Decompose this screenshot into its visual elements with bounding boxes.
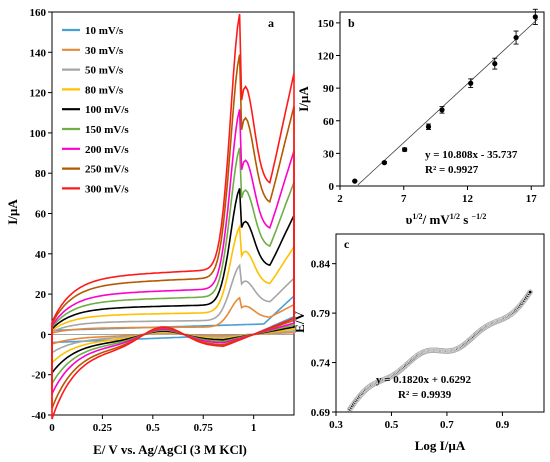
cv-x-tick-label: 1 [251,422,257,434]
cv-curve-100mvs [51,188,295,376]
legend-entry: 250 mV/s [85,164,129,176]
cv-curve-300mvs [51,13,295,420]
legend-entry: 30 mV/s [85,45,124,57]
c-r-squared: R² = 0.9939 [398,389,452,401]
cv-y-tick-label: 60 [35,209,47,221]
c-y-tick-label: 0.84 [311,259,331,271]
b-data-point [425,124,432,130]
b-r-squared: R² = 0.9927 [425,164,479,176]
panel-b-label: b [348,16,355,30]
c-x-tick-label: 0.9 [496,419,510,431]
cv-y-tick-label: 100 [30,128,47,140]
b-equation: y = 10.808x - 35.737 [425,149,518,161]
cv-y-tick-label: 80 [35,168,47,180]
c-plot-frame [335,233,545,413]
cv-x-tick-label: 0.75 [194,422,214,434]
c-equation: y = 0.1820x + 0.6292 [376,374,472,386]
b-data-point [402,146,408,153]
c-y-axis-label: E/V [292,311,307,333]
b-y-tick-label: 30 [323,148,335,160]
c-y-tick-label: 0.69 [311,407,331,419]
c-y-tick-label: 0.79 [311,308,331,320]
legend-entry: 200 mV/s [85,144,129,156]
legend-entry: 50 mV/s [85,65,124,77]
panel-a-label: a [268,16,274,30]
c-x-axis-label: Log I/µA [415,438,466,453]
c-x-tick-label: 0.3 [329,419,343,431]
b-data-point [532,14,538,20]
b-data-point [492,61,498,67]
b-y-axis-label: I/µA [296,86,311,112]
b-y-tick-label: 90 [323,83,335,95]
legend-entry: 10 mV/s [85,25,124,37]
b-y-tick-label: 60 [323,116,335,128]
cv-y-tick-label: 20 [35,289,47,301]
c-x-tick-label: 0.5 [385,419,399,431]
b-y-tick-label: 0 [329,181,335,193]
cv-curve-80mvs [51,223,295,365]
b-fit-line [357,18,538,186]
cv-x-tick-label: 0.25 [93,422,113,434]
panel-c-label: c [344,237,350,251]
b-x-tick-label: 2 [337,193,343,205]
legend-entry: 300 mV/s [85,183,129,195]
b-plot-frame [339,11,545,187]
b-x-tick-label: 17 [526,193,538,205]
cv-y-tick-label: -20 [31,370,46,382]
cv-y-tick-label: 40 [35,249,47,261]
cv-x-tick-label: 0.5 [146,422,160,434]
b-y-tick-label: 150 [318,18,335,30]
b-x-tick-label: 7 [401,193,407,205]
cv-y-tick-label: -40 [31,410,46,422]
cv-curve-10mvs [51,294,295,344]
legend-entry: 150 mV/s [85,124,129,136]
b-y-tick-label: 120 [318,51,335,63]
c-x-tick-label: 0.7 [440,419,454,431]
b-data-point [439,107,445,113]
b-data-point [468,80,474,86]
cv-x-tick-label: 0 [49,422,55,434]
cv-x-axis-label: E/ V vs. Ag/AgCl (3 M KCl) [93,442,247,457]
cv-panel: 0 0.25 0.5 0.75 1 -40 -20 0 20 40 60 80 100 120 140 160… [5,7,295,457]
cv-curve-150mvs [51,147,295,387]
b-data-point [352,178,358,184]
cv-y-tick-label: 120 [30,88,47,100]
c-data-point [528,290,532,294]
cv-curve-50mvs [51,263,295,355]
cv-curve-200mvs [51,109,295,395]
b-data-point [381,160,387,166]
legend-entry: 100 mV/s [85,104,129,116]
b-x-axis-label: υ1/2/ mV1/2 s −1/2 [406,212,487,227]
cv-curve-250mvs [51,54,295,409]
cv-y-tick-label: 0 [41,329,47,341]
legend-entry: 80 mV/s [85,84,124,96]
b-data-point [513,34,519,41]
potential-vs-log-current-panel: 0.3 0.5 0.7 0.9 0.69 0.74 0.79 0.84 c y = 0.182… [292,233,545,453]
cv-y-axis-label: I/µA [5,199,20,225]
b-x-tick-label: 12 [462,193,474,205]
peak-current-vs-sqrt-scanrate-panel: 2 7 12 17 0 30 60 90 120 150 b y = 10.808x - 35.7… [296,8,545,227]
cv-y-tick-label: 140 [30,47,47,59]
cv-y-tick-label: 160 [30,7,47,19]
c-y-tick-label: 0.74 [311,358,331,370]
